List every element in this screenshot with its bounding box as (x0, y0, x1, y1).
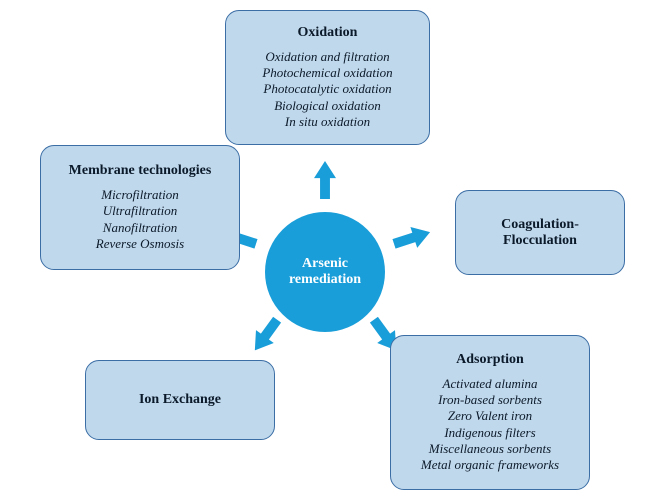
arrow-1 (391, 222, 434, 255)
box-coagulation-title-l2: Flocculation (464, 233, 616, 249)
box-adsorption: Adsorption Activated aluminaIron-based s… (390, 335, 590, 490)
box-ion-exchange-title: Ion Exchange (94, 392, 266, 408)
arrow-3 (246, 313, 286, 357)
box-adsorption-items: Activated aluminaIron-based sorbentsZero… (399, 376, 581, 474)
box-coagulation-title: Coagulation- Flocculation (464, 217, 616, 249)
center-label-line2: remediation (289, 272, 361, 288)
box-coagulation-title-l1: Coagulation- (464, 217, 616, 233)
box-coagulation: Coagulation- Flocculation (455, 190, 625, 275)
center-label: Arsenic remediation (289, 256, 361, 288)
center-node: Arsenic remediation (265, 212, 385, 332)
box-membrane: Membrane technologies MicrofiltrationUlt… (40, 145, 240, 270)
box-oxidation-items: Oxidation and filtrationPhotochemical ox… (234, 49, 421, 130)
arrow-0 (314, 161, 336, 199)
box-ion-exchange: Ion Exchange (85, 360, 275, 440)
center-label-line1: Arsenic (289, 256, 361, 272)
box-membrane-title: Membrane technologies (49, 163, 231, 179)
box-membrane-items: MicrofiltrationUltrafiltrationNanofiltra… (49, 187, 231, 252)
box-oxidation-title: Oxidation (234, 25, 421, 41)
box-adsorption-title: Adsorption (399, 352, 581, 368)
box-oxidation: Oxidation Oxidation and filtrationPhotoc… (225, 10, 430, 145)
